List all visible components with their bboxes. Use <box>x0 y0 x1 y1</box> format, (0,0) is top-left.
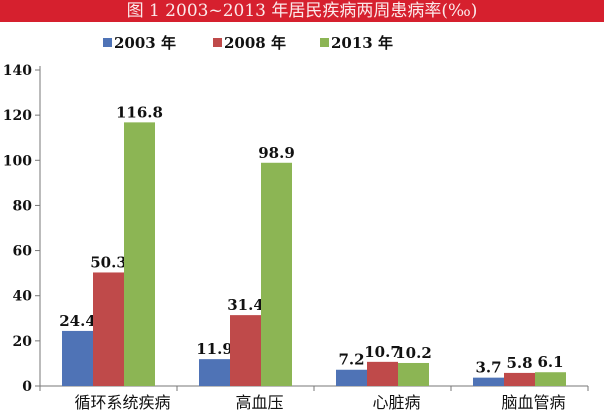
data-label: 5.8 <box>506 354 532 372</box>
legend-label: 2013 年 <box>331 34 393 52</box>
y-tick-label: 40 <box>13 289 33 305</box>
data-label: 98.9 <box>258 144 295 162</box>
y-tick-label: 140 <box>3 63 32 79</box>
data-label: 3.7 <box>475 359 501 377</box>
bar <box>93 272 124 386</box>
bar <box>261 162 292 386</box>
bar <box>504 372 535 386</box>
bar <box>199 359 230 386</box>
data-label: 6.1 <box>537 353 563 371</box>
data-label: 11.9 <box>196 340 233 358</box>
data-label: 10.2 <box>395 344 432 362</box>
x-category-label: 脑血管病 <box>501 393 565 412</box>
y-tick-label: 120 <box>3 108 32 124</box>
bar <box>367 361 398 386</box>
bar <box>535 372 566 386</box>
y-tick-label: 60 <box>13 244 33 260</box>
chart-title: 图 1 2003~2013 年居民疾病两周患病率(‰) <box>0 0 604 22</box>
data-label: 116.8 <box>116 103 163 121</box>
legend-label: 2003 年 <box>114 34 176 52</box>
x-category-label: 高血压 <box>235 393 283 412</box>
data-label: 7.2 <box>338 351 364 369</box>
legend-swatch <box>213 38 222 47</box>
bar <box>336 369 367 386</box>
legend-label: 2008 年 <box>224 34 286 52</box>
y-tick-label: 100 <box>3 153 32 169</box>
data-label: 10.7 <box>364 343 401 361</box>
data-label: 50.3 <box>90 253 127 271</box>
y-tick-label: 80 <box>13 198 33 214</box>
y-tick-label: 0 <box>22 379 32 395</box>
bar <box>230 315 261 386</box>
legend-swatch <box>320 38 329 47</box>
bar <box>473 377 504 386</box>
legend-swatch <box>103 38 112 47</box>
data-label: 24.4 <box>59 312 96 330</box>
x-category-label: 循环系统疾病 <box>74 393 170 412</box>
x-category-label: 心脏病 <box>372 393 420 412</box>
data-label: 31.4 <box>227 296 264 314</box>
bar <box>124 122 155 386</box>
bar <box>398 362 429 386</box>
y-tick-label: 20 <box>13 334 33 350</box>
bar <box>62 330 93 386</box>
